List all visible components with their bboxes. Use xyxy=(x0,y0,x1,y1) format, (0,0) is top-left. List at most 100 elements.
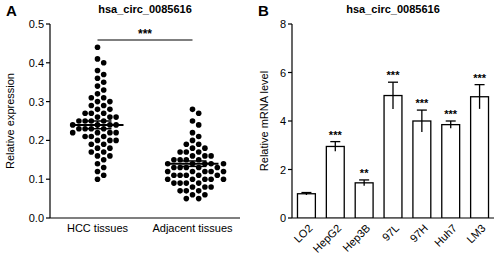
point xyxy=(95,56,101,62)
error-stem xyxy=(421,110,422,132)
error-cap xyxy=(388,82,398,83)
point xyxy=(196,188,202,194)
error-stem xyxy=(97,121,99,129)
point xyxy=(171,165,177,171)
point xyxy=(171,173,177,179)
point xyxy=(190,107,196,113)
point xyxy=(101,60,107,66)
bar xyxy=(413,121,431,218)
point xyxy=(82,110,88,116)
error-cap xyxy=(330,141,340,142)
point xyxy=(215,165,221,171)
bar xyxy=(326,146,344,218)
y-tick-label: 0.1 xyxy=(29,173,44,185)
point xyxy=(184,196,190,202)
y-axis xyxy=(49,24,50,218)
y-tick xyxy=(46,23,50,24)
error-cap xyxy=(301,192,311,193)
point xyxy=(177,165,183,171)
x-tick-label: Hep3B xyxy=(340,222,372,254)
point xyxy=(113,130,119,136)
y-tick xyxy=(46,179,50,180)
y-tick-label: 4 xyxy=(280,115,286,127)
error-cap xyxy=(417,109,427,110)
point xyxy=(95,83,101,89)
y-tick-label: 0.0 xyxy=(29,212,44,224)
point xyxy=(184,141,190,147)
bar xyxy=(297,194,315,218)
point xyxy=(95,76,101,82)
point xyxy=(196,180,202,186)
error-stem xyxy=(392,82,393,109)
point xyxy=(107,153,113,159)
point xyxy=(171,157,177,163)
point xyxy=(184,149,190,155)
y-tick xyxy=(46,101,50,102)
point xyxy=(184,157,190,163)
x-tick-label: HCC tissues xyxy=(67,222,129,234)
point xyxy=(113,138,119,144)
point xyxy=(89,95,95,101)
error-stem xyxy=(335,142,336,152)
bar xyxy=(355,183,373,218)
y-axis-label: Relative expression xyxy=(4,73,16,169)
point xyxy=(196,165,202,171)
point xyxy=(107,99,113,105)
significance: *** xyxy=(138,27,152,41)
point xyxy=(89,141,95,147)
x-tick-label: Huh7 xyxy=(432,222,459,249)
point xyxy=(184,180,190,186)
y-tick xyxy=(288,72,292,73)
point xyxy=(202,169,208,175)
point xyxy=(196,157,202,163)
point xyxy=(184,165,190,171)
point xyxy=(101,141,107,147)
point xyxy=(190,138,196,144)
point xyxy=(95,161,101,167)
error-cap xyxy=(475,84,485,85)
error-cap xyxy=(84,120,112,122)
y-tick-label: 2 xyxy=(280,164,286,176)
x-tick-label: LM3 xyxy=(464,222,488,246)
point xyxy=(196,110,202,116)
y-axis-label: Relative mRNA level xyxy=(258,71,270,171)
point xyxy=(165,176,171,182)
point xyxy=(202,145,208,151)
y-tick xyxy=(46,62,50,63)
error-stem xyxy=(363,180,364,186)
point xyxy=(190,153,196,159)
bar xyxy=(471,97,489,218)
title: hsa_circ_0085616 xyxy=(98,3,192,15)
x-tick-label: LO2 xyxy=(291,222,314,245)
significance: *** xyxy=(444,108,458,120)
point xyxy=(70,130,76,136)
panel-label: A xyxy=(6,2,17,19)
point xyxy=(89,110,95,116)
point xyxy=(221,161,227,167)
y-tick-label: 0.4 xyxy=(29,57,44,69)
point xyxy=(101,173,107,179)
point xyxy=(177,188,183,194)
point xyxy=(190,118,196,124)
point xyxy=(177,149,183,155)
error-bar xyxy=(179,161,207,166)
significance: *** xyxy=(329,129,343,141)
point xyxy=(196,122,202,128)
point xyxy=(82,134,88,140)
point xyxy=(76,118,82,124)
point xyxy=(196,196,202,202)
point xyxy=(95,114,101,120)
error-stem xyxy=(192,161,194,166)
point xyxy=(101,103,107,109)
point xyxy=(101,165,107,171)
point xyxy=(101,157,107,163)
point xyxy=(202,176,208,182)
error-bar xyxy=(301,193,311,195)
point xyxy=(101,79,107,85)
error-bar xyxy=(330,142,340,152)
point xyxy=(208,169,214,175)
plot-data xyxy=(70,44,226,201)
point xyxy=(95,91,101,97)
point xyxy=(89,103,95,109)
significance: *** xyxy=(473,72,487,84)
